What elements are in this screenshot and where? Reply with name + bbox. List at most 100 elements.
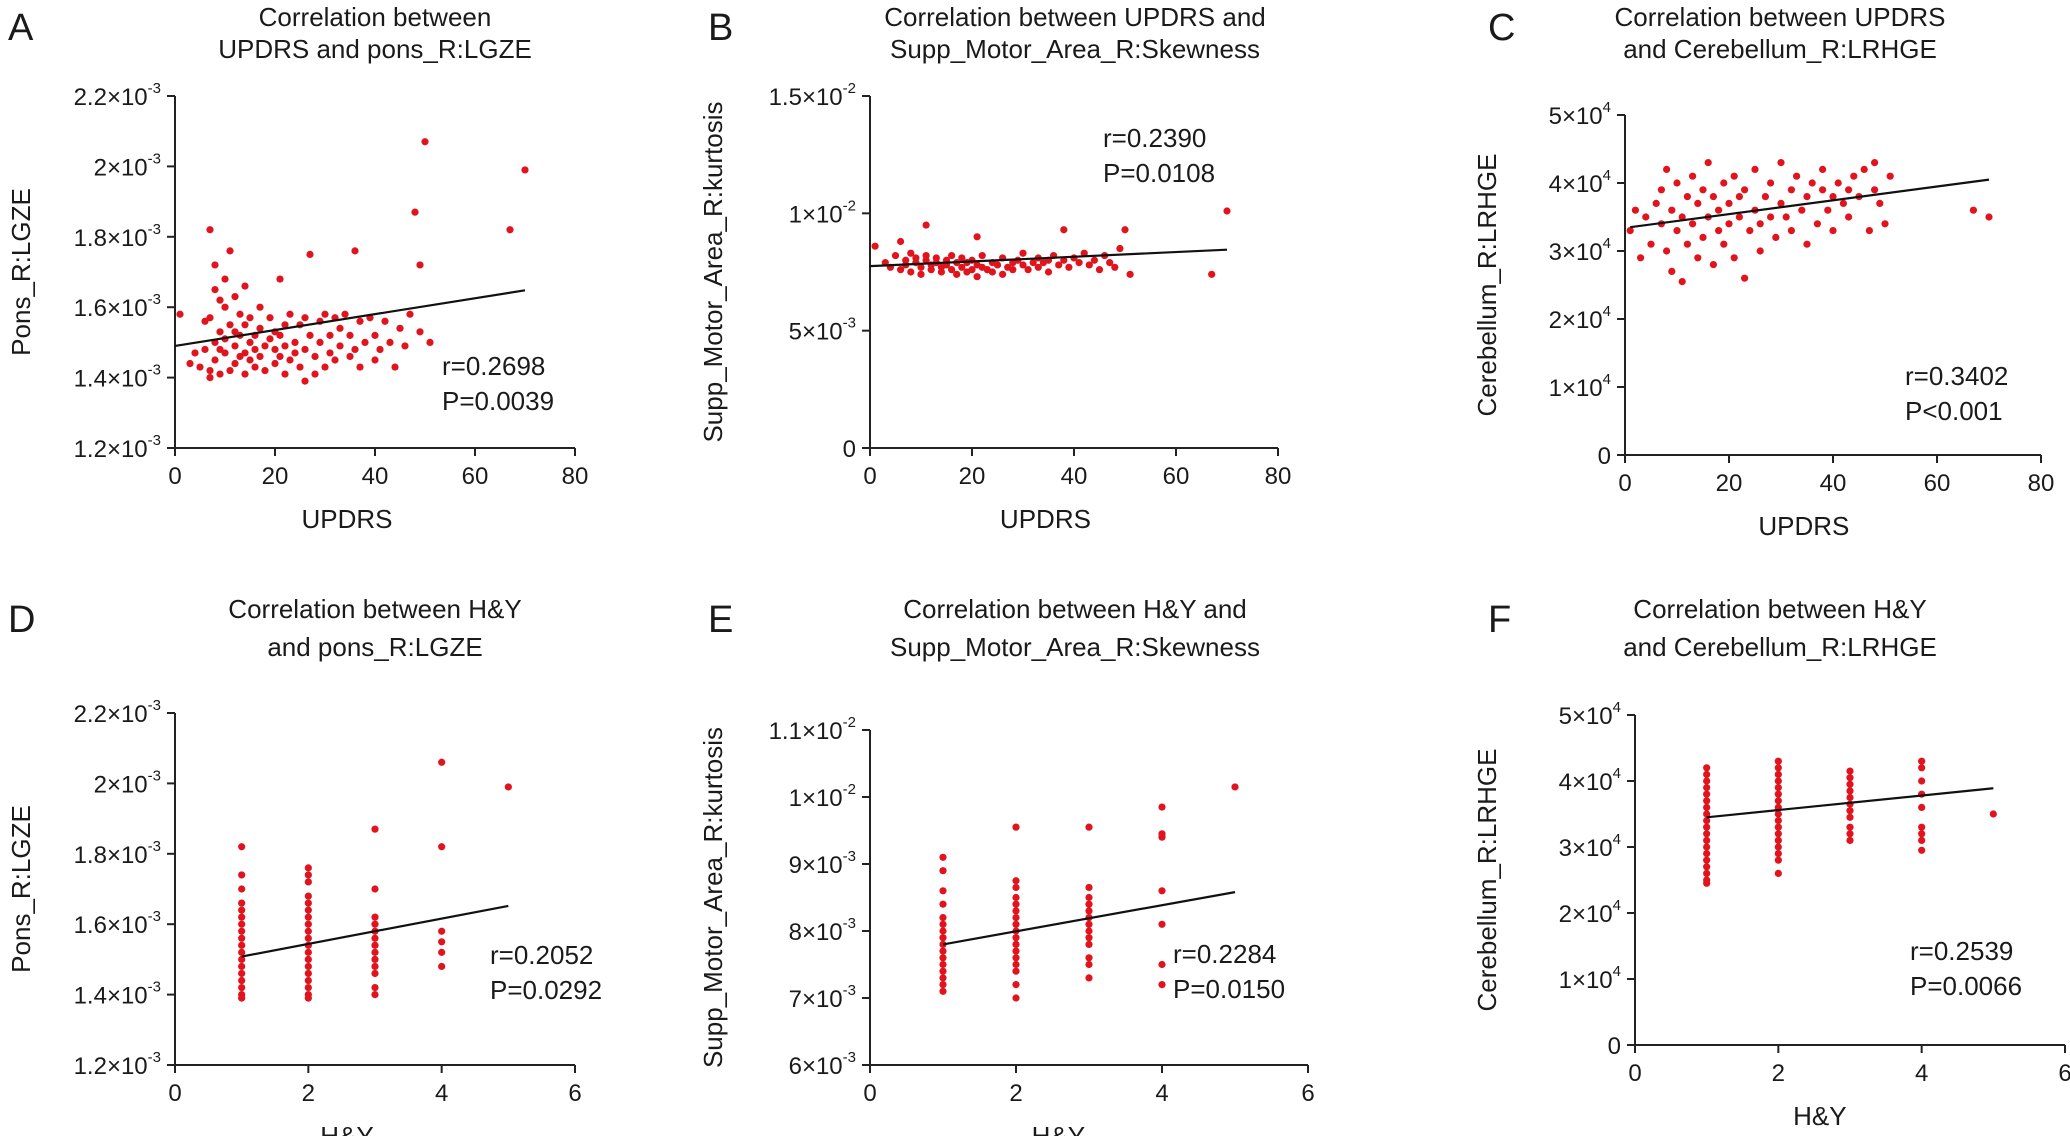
data-point — [241, 370, 249, 378]
data-point — [216, 328, 224, 336]
data-point — [1080, 249, 1088, 257]
data-point — [336, 342, 344, 350]
data-point — [371, 955, 379, 964]
y-tick-label: 5×104 — [1549, 99, 1611, 130]
data-point — [1918, 757, 1926, 765]
data-point — [231, 342, 239, 350]
data-point — [1231, 783, 1239, 791]
data-point — [948, 266, 956, 274]
x-tick-label: 20 — [262, 463, 289, 490]
data-point — [1774, 790, 1782, 798]
data-point — [948, 251, 956, 260]
y-tick-label: 5×10-3 — [789, 315, 856, 346]
data-point — [186, 359, 194, 368]
x-axis-label: H&Y — [320, 1121, 373, 1136]
data-point — [206, 366, 214, 375]
y-tick-label: 1.1×10-2 — [769, 714, 856, 745]
data-point — [371, 356, 379, 364]
data-point — [1756, 220, 1764, 228]
data-point — [939, 853, 947, 861]
data-point — [231, 328, 239, 336]
y-tick-label: 2.2×10-3 — [74, 80, 161, 111]
data-point — [1846, 787, 1854, 795]
y-tick-label: 1×104 — [1559, 963, 1621, 994]
data-point — [1846, 807, 1854, 815]
data-point — [1703, 879, 1711, 887]
data-point — [1012, 954, 1020, 962]
data-point — [1761, 193, 1769, 201]
chart-title-line: Correlation between H&Y — [1633, 594, 1926, 624]
data-point — [1735, 213, 1743, 221]
y-tick-label: 2×104 — [1549, 303, 1611, 334]
x-axis-label: H&Y — [1032, 1121, 1085, 1136]
data-point — [281, 342, 289, 350]
data-point — [939, 887, 947, 895]
p-value-label: P=0.0066 — [1910, 971, 2022, 1001]
data-point — [1223, 207, 1231, 215]
data-point — [1703, 830, 1711, 838]
y-tick-label: 1.8×10-3 — [74, 838, 161, 869]
y-tick-label: 0 — [843, 436, 856, 463]
data-point — [238, 941, 246, 949]
data-point — [1829, 193, 1837, 201]
data-point — [922, 251, 930, 260]
data-point — [281, 321, 289, 329]
data-point — [1694, 199, 1702, 207]
panel-e: E Correlation between H&Y and Supp_Motor_A… — [698, 594, 1315, 1136]
data-point — [371, 969, 379, 978]
data-point — [1846, 793, 1854, 802]
data-point — [927, 266, 935, 274]
correlation-r-label: r=0.2052 — [490, 940, 593, 970]
x-tick-label: 6 — [1301, 1080, 1314, 1107]
data-point — [1652, 199, 1660, 207]
data-point — [1158, 887, 1166, 895]
data-point — [271, 359, 279, 368]
panel-d: D Correlation between H&Y and pons_R:LGZE 0… — [6, 594, 602, 1136]
data-point — [331, 356, 339, 364]
data-point — [1703, 817, 1711, 825]
y-axis-label: Cerebellum_R:LRHGE — [1472, 749, 1502, 1012]
data-point — [1774, 850, 1782, 858]
data-point — [1819, 165, 1827, 173]
x-tick-label: 40 — [1061, 463, 1088, 490]
data-point — [1774, 777, 1782, 785]
data-point — [238, 983, 246, 992]
data-point — [238, 885, 246, 893]
data-point — [238, 948, 246, 956]
data-point — [1918, 764, 1926, 772]
correlation-r-label: r=0.3402 — [1905, 361, 2008, 391]
data-point — [922, 221, 930, 229]
data-point — [1720, 179, 1728, 187]
data-point — [371, 885, 379, 893]
x-tick-label: 4 — [435, 1080, 448, 1107]
y-tick-label: 2.2×10-3 — [74, 697, 161, 728]
data-point — [316, 338, 324, 346]
data-point — [1756, 247, 1764, 255]
data-point — [371, 962, 379, 971]
data-point — [1626, 227, 1634, 235]
data-point — [1774, 770, 1782, 779]
data-point — [421, 138, 429, 146]
data-point — [216, 370, 224, 378]
data-point — [411, 208, 419, 216]
data-point — [1774, 764, 1782, 772]
data-point — [266, 335, 274, 343]
data-point — [1694, 254, 1702, 262]
data-point — [939, 867, 947, 875]
correlation-r-label: r=0.2390 — [1103, 123, 1206, 153]
data-point — [304, 955, 312, 964]
data-point — [1824, 206, 1832, 214]
data-point — [1085, 940, 1093, 949]
data-point — [939, 900, 947, 908]
regression-line — [241, 904, 509, 958]
x-tick-label: 0 — [168, 1080, 181, 1107]
data-point — [1709, 193, 1717, 201]
data-point — [1668, 206, 1676, 214]
data-point — [1637, 254, 1645, 262]
data-point — [306, 331, 314, 339]
y-tick-label: 0 — [1598, 443, 1611, 470]
data-point — [211, 286, 219, 294]
data-point — [1085, 823, 1093, 831]
y-tick-label: 1.4×10-3 — [74, 362, 161, 393]
data-point — [304, 878, 312, 886]
